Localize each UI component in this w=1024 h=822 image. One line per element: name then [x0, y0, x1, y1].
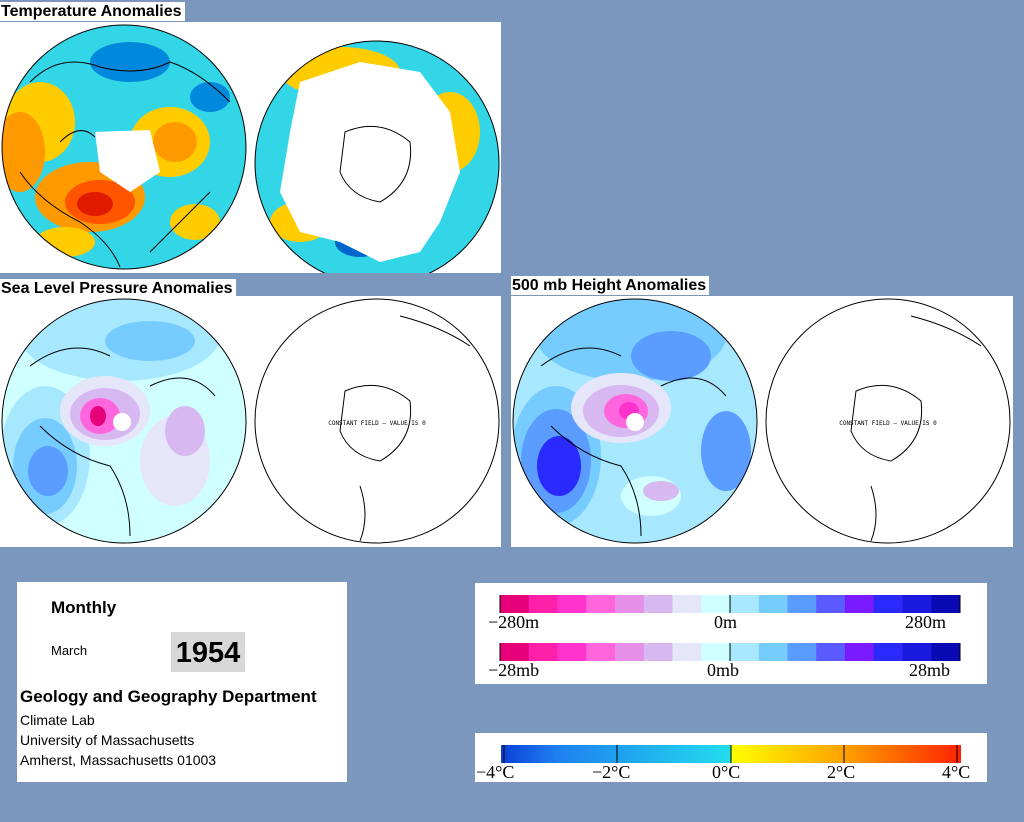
university-line: University of Massachusetts	[20, 732, 195, 748]
slp-legend-swatch	[730, 643, 760, 661]
height-legend-swatch	[528, 595, 558, 613]
temperature-maps	[1, 24, 500, 273]
slp-legend-swatch	[528, 643, 558, 661]
height-legend-swatch	[873, 595, 903, 613]
height-legend-swatch	[615, 595, 645, 613]
temperature-map-north	[2, 25, 246, 269]
height-legend-swatch	[816, 595, 846, 613]
year-label: 1954	[171, 632, 245, 672]
height-legend-swatch	[902, 595, 932, 613]
slp-legend-swatch	[845, 643, 875, 661]
slp-legend-swatch	[902, 643, 932, 661]
temp-legend-4: 4°C	[942, 762, 971, 782]
height500-map-north	[513, 299, 757, 543]
slp-legend-min: −28mb	[488, 660, 540, 680]
height-legend-swatch	[643, 595, 673, 613]
height-legend-mid: 0m	[714, 612, 738, 632]
temperature-title: Temperature Anomalies	[0, 2, 185, 21]
slp-legend-swatch	[873, 643, 903, 661]
height500-panel: CONSTANT FIELD — VALUE IS 0	[511, 296, 1013, 547]
slp-legend-swatch	[643, 643, 673, 661]
slp-legend-swatch	[500, 643, 530, 661]
lab-line: Climate Lab	[20, 712, 95, 728]
temperature-map-south	[255, 41, 499, 273]
slp-legend-swatch	[758, 643, 788, 661]
height-legend-swatch	[730, 595, 760, 613]
temperature-panel	[0, 22, 501, 273]
slp-legend-swatch	[816, 643, 846, 661]
height-legend-swatch	[845, 595, 875, 613]
height500-map-south: CONSTANT FIELD — VALUE IS 0	[765, 298, 1011, 544]
temperature-legend: −4°C −2°C 0°C 2°C 4°C	[475, 733, 987, 782]
height500-constant-field-label: CONSTANT FIELD — VALUE IS 0	[839, 420, 937, 427]
slp-map-south: CONSTANT FIELD — VALUE IS 0	[254, 298, 500, 544]
slp-legend-mid: 0mb	[707, 660, 740, 680]
height-legend-swatch	[672, 595, 702, 613]
slp-legend-swatch	[557, 643, 587, 661]
slp-legend-swatch	[586, 643, 616, 661]
height-legend-swatch	[787, 595, 817, 613]
slp-legend-swatch	[787, 643, 817, 661]
temp-legend-2: 2°C	[827, 762, 856, 782]
period-label: Monthly	[51, 598, 117, 617]
height-legend-swatch	[557, 595, 587, 613]
height-slp-legend: −280m 0m 280m −28mb 0mb 28mb	[475, 583, 987, 684]
slp-legend-swatch	[672, 643, 702, 661]
temperature-colorbar	[501, 745, 961, 763]
slp-legend-swatch	[701, 643, 731, 661]
height-legend-swatch	[701, 595, 731, 613]
slp-legend-swatch	[615, 643, 645, 661]
height-legend-max: 280m	[905, 612, 947, 632]
month-label: March	[51, 643, 88, 658]
slp-constant-field-label: CONSTANT FIELD — VALUE IS 0	[328, 420, 426, 427]
address-line: Amherst, Massachusetts 01003	[20, 752, 217, 768]
slp-title: Sea Level Pressure Anomalies	[0, 279, 236, 298]
height-legend-swatch	[586, 595, 616, 613]
temp-legend-minus2: −2°C	[592, 762, 631, 782]
height-legend-swatch	[758, 595, 788, 613]
temp-legend-minus4: −4°C	[476, 762, 515, 782]
height500-maps: CONSTANT FIELD — VALUE IS 0	[512, 298, 1011, 544]
height500-title: 500 mb Height Anomalies	[511, 276, 710, 295]
slp-legend-swatch	[931, 643, 961, 661]
height-legend-swatch	[931, 595, 961, 613]
temp-legend-0: 0°C	[712, 762, 741, 782]
height-legend-swatch	[500, 595, 530, 613]
info-box: Monthly March 1954 Geology and Geography…	[17, 582, 347, 782]
slp-maps: CONSTANT FIELD — VALUE IS 0	[1, 298, 500, 544]
department-label: Geology and Geography Department	[20, 687, 317, 706]
height-legend-min: −280m	[488, 612, 540, 632]
slp-legend-max: 28mb	[909, 660, 951, 680]
height-slp-colorbars	[499, 595, 961, 661]
slp-panel: CONSTANT FIELD — VALUE IS 0	[0, 296, 501, 547]
